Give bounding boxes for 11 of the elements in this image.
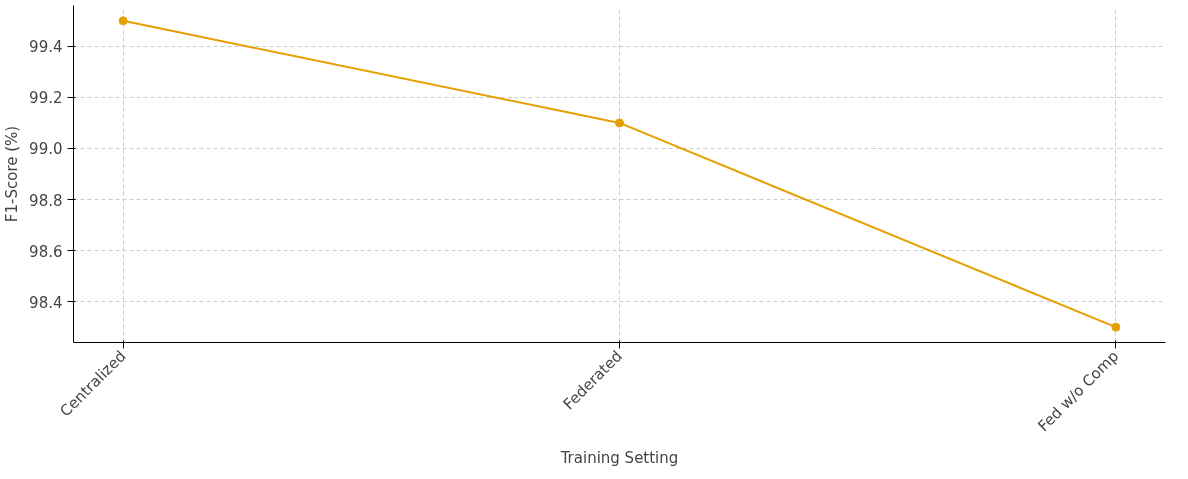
y-tick-label: 98.4 bbox=[29, 293, 63, 312]
y-tick-label: 98.8 bbox=[29, 191, 63, 210]
point bbox=[118, 16, 128, 26]
y-tick-label: 98.6 bbox=[29, 242, 63, 261]
y-tick-label: 99.2 bbox=[29, 89, 63, 108]
x-axis-title: Training Setting bbox=[559, 449, 679, 468]
point bbox=[615, 118, 624, 128]
point bbox=[1111, 322, 1121, 332]
y-tick-label: 99.0 bbox=[29, 140, 63, 159]
y-axis-title: F1-Score (%) bbox=[3, 125, 22, 223]
y-tick-label: 99.4 bbox=[29, 38, 63, 57]
